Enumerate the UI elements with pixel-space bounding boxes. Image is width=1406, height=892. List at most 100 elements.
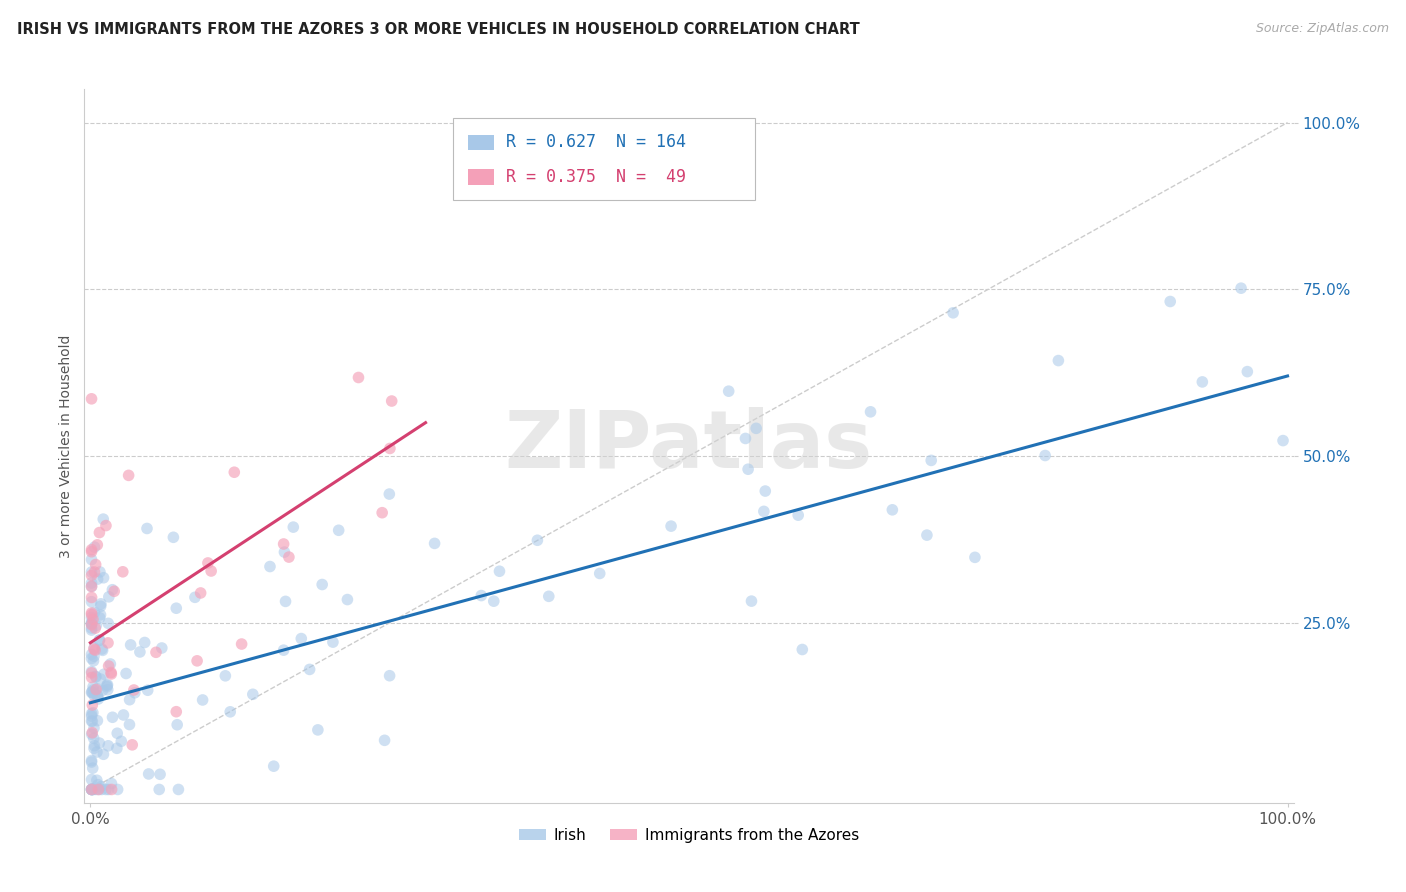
Point bbox=[915, 528, 938, 542]
Point bbox=[273, 545, 295, 559]
Point bbox=[112, 708, 135, 723]
Point bbox=[378, 669, 401, 683]
Point bbox=[1159, 294, 1181, 309]
Point bbox=[117, 468, 139, 483]
Point bbox=[136, 683, 159, 698]
Point bbox=[80, 714, 103, 728]
Point bbox=[263, 759, 285, 773]
Point bbox=[87, 782, 110, 797]
Point bbox=[80, 621, 103, 635]
Point bbox=[83, 739, 105, 753]
Point bbox=[96, 678, 118, 692]
Point bbox=[97, 616, 120, 631]
Point bbox=[659, 519, 682, 533]
Point bbox=[277, 550, 299, 565]
Point bbox=[80, 782, 103, 797]
Point bbox=[87, 778, 110, 792]
Point bbox=[90, 780, 112, 794]
FancyBboxPatch shape bbox=[453, 118, 755, 200]
Point bbox=[167, 782, 190, 797]
Point bbox=[82, 612, 104, 626]
Point bbox=[80, 591, 103, 605]
Point bbox=[82, 725, 104, 739]
Point bbox=[214, 669, 236, 683]
Point bbox=[110, 734, 132, 748]
Point bbox=[111, 565, 134, 579]
Point bbox=[90, 642, 112, 657]
Point bbox=[80, 610, 103, 624]
Point bbox=[347, 370, 370, 384]
Point bbox=[378, 442, 401, 456]
Point bbox=[482, 594, 505, 608]
Point bbox=[537, 590, 560, 604]
Point bbox=[787, 508, 810, 523]
Point bbox=[82, 782, 104, 797]
Point bbox=[83, 731, 105, 746]
Point bbox=[120, 638, 142, 652]
Point bbox=[80, 772, 103, 787]
Point bbox=[165, 705, 187, 719]
Point bbox=[1047, 353, 1070, 368]
Point bbox=[80, 606, 103, 620]
Point bbox=[191, 693, 214, 707]
Point bbox=[82, 686, 104, 700]
Point bbox=[82, 706, 104, 720]
Point bbox=[197, 556, 219, 570]
Point bbox=[89, 633, 111, 648]
Point bbox=[97, 739, 120, 753]
Point bbox=[80, 392, 103, 406]
Point bbox=[298, 662, 321, 676]
Point bbox=[283, 520, 305, 534]
Legend: Irish, Immigrants from the Azores: Irish, Immigrants from the Azores bbox=[513, 822, 865, 848]
Point bbox=[84, 643, 107, 657]
Y-axis label: 3 or more Vehicles in Household: 3 or more Vehicles in Household bbox=[59, 334, 73, 558]
Point bbox=[589, 566, 612, 581]
Point bbox=[83, 565, 105, 579]
Point bbox=[378, 487, 401, 501]
Point bbox=[80, 782, 103, 797]
Point bbox=[115, 666, 138, 681]
Point bbox=[423, 536, 446, 550]
Point bbox=[920, 453, 942, 467]
Text: IRISH VS IMMIGRANTS FROM THE AZORES 3 OR MORE VEHICLES IN HOUSEHOLD CORRELATION : IRISH VS IMMIGRANTS FROM THE AZORES 3 OR… bbox=[17, 22, 859, 37]
Point bbox=[89, 672, 111, 686]
Point bbox=[118, 692, 141, 706]
FancyBboxPatch shape bbox=[468, 169, 495, 185]
Point bbox=[942, 306, 965, 320]
Point bbox=[86, 572, 108, 586]
Point bbox=[83, 640, 105, 655]
Point bbox=[1033, 449, 1056, 463]
Point bbox=[93, 571, 115, 585]
Point bbox=[231, 637, 253, 651]
Point bbox=[97, 782, 120, 797]
Point bbox=[82, 782, 104, 797]
Point bbox=[83, 606, 105, 620]
Point bbox=[242, 687, 264, 701]
Point bbox=[80, 615, 103, 630]
Point bbox=[82, 654, 104, 668]
Point bbox=[90, 597, 112, 611]
Point bbox=[792, 642, 814, 657]
Point bbox=[96, 678, 118, 692]
Point bbox=[84, 669, 107, 683]
Point bbox=[89, 611, 111, 625]
Point bbox=[89, 525, 111, 540]
Point bbox=[80, 727, 103, 741]
Point bbox=[97, 682, 120, 697]
Point bbox=[100, 667, 122, 681]
Point bbox=[80, 616, 103, 631]
Point bbox=[322, 635, 344, 649]
Point bbox=[100, 665, 122, 680]
Point bbox=[162, 530, 184, 544]
Point bbox=[381, 394, 404, 409]
Point bbox=[274, 594, 297, 608]
Point bbox=[97, 636, 120, 650]
Point bbox=[83, 649, 105, 664]
Point bbox=[87, 692, 110, 706]
Point bbox=[80, 755, 103, 769]
Point bbox=[82, 782, 104, 797]
Point bbox=[82, 683, 104, 698]
Point bbox=[80, 545, 103, 559]
Point bbox=[122, 683, 145, 698]
Point bbox=[93, 747, 115, 762]
